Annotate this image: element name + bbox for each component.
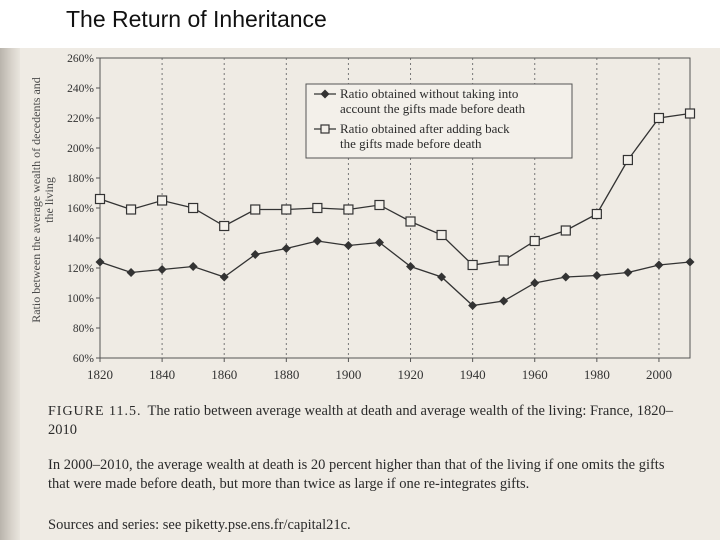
x-tick-label: 1900	[335, 367, 361, 382]
point-square	[591, 208, 602, 220]
series-line-2	[99, 112, 691, 266]
y-tick-label: 180%	[67, 173, 94, 185]
point-square	[312, 202, 323, 214]
line-chart: 60% 80% 100% 120% 140% 160% 180% 200% 220% 240% 26…	[67, 53, 696, 382]
point-square	[188, 202, 199, 214]
x-tick-label: 1880	[273, 367, 299, 382]
point-square	[653, 112, 665, 124]
point-diamond	[281, 244, 291, 253]
point-diamond	[468, 301, 478, 310]
x-tick-label: 1820	[87, 367, 113, 382]
y-tick-label: 200%	[67, 143, 94, 155]
point-square	[250, 204, 261, 215]
point-square	[498, 255, 509, 266]
y-tick-label: 240%	[67, 83, 94, 95]
figure-caption: FIGURE 11.5. The ratio between average we…	[48, 402, 688, 440]
legend: Ratio obtained without taking into accou…	[305, 83, 573, 159]
legend-box	[305, 83, 573, 159]
point-square	[219, 220, 230, 232]
legend-label-1b: account the gifts made before death	[340, 101, 526, 116]
y-tick-label: 60%	[73, 353, 95, 365]
slide-title: The Return of Inheritance	[66, 6, 327, 32]
point-square	[436, 229, 447, 241]
point-diamond	[95, 257, 105, 267]
point-diamond	[406, 262, 416, 271]
point-square	[560, 225, 571, 236]
y-tick-label: 160%	[67, 203, 94, 215]
figure-description: In 2000–2010, the average wealth at deat…	[48, 457, 665, 492]
point-diamond	[561, 272, 571, 282]
figure-title: The ratio between average wealth at deat…	[48, 403, 673, 438]
point-diamond	[250, 250, 260, 259]
point-diamond	[623, 268, 633, 277]
y-tick-label: 220%	[67, 113, 94, 125]
point-square	[374, 199, 385, 211]
page-spine-shadow	[0, 48, 20, 540]
y-tick-labels: 60% 80% 100% 120% 140% 160% 180% 200% 220% 240% 26…	[67, 53, 100, 365]
point-square	[125, 204, 137, 215]
point-square	[281, 204, 292, 215]
x-tick-label: 1840	[149, 367, 175, 382]
point-square	[684, 108, 696, 119]
point-diamond	[343, 241, 353, 250]
legend-marker-1	[320, 89, 330, 99]
legend-label-2b: the gifts made before death	[340, 136, 482, 151]
point-square	[467, 259, 478, 271]
legend-label-1a: Ratio obtained without taking into	[340, 86, 518, 101]
point-diamond	[685, 257, 695, 267]
y-tick-label: 260%	[67, 53, 94, 65]
x-tick-label: 1860	[211, 367, 237, 382]
point-diamond	[592, 271, 602, 280]
point-square	[157, 195, 168, 206]
point-square	[405, 216, 416, 227]
x-tick-labels: 1820 1840 1860 1880 1900 1920 1940 1960 1980 2000	[87, 358, 672, 382]
point-square	[529, 235, 540, 247]
point-diamond	[437, 272, 447, 282]
legend-marker-2	[320, 124, 330, 134]
point-square	[343, 204, 354, 215]
point-square	[94, 193, 106, 205]
chart-series	[94, 108, 696, 310]
y-tick-label: 80%	[73, 323, 95, 335]
point-diamond	[499, 296, 509, 306]
y-tick-label: 140%	[67, 233, 94, 245]
figure-number: FIGURE 11.5.	[48, 404, 142, 419]
point-diamond	[188, 262, 198, 271]
x-tick-label: 1960	[522, 367, 548, 382]
x-tick-label: 2000	[646, 367, 672, 382]
point-diamond	[374, 238, 384, 247]
point-diamond	[654, 260, 664, 270]
point-diamond	[530, 278, 540, 288]
point-square	[622, 154, 633, 166]
legend-label-2a: Ratio obtained after adding back	[340, 121, 510, 136]
figure-sources: Sources and series: see piketty.pse.ens.…	[48, 517, 351, 533]
point-diamond	[126, 268, 136, 277]
x-tick-label: 1920	[398, 367, 424, 382]
x-tick-label: 1980	[584, 367, 610, 382]
point-diamond	[219, 272, 229, 282]
point-diamond	[157, 265, 167, 274]
y-tick-label: 100%	[67, 293, 94, 305]
point-diamond	[312, 236, 322, 246]
series-line-1	[99, 240, 691, 307]
x-tick-label: 1940	[460, 367, 486, 382]
y-tick-label: 120%	[67, 263, 94, 275]
